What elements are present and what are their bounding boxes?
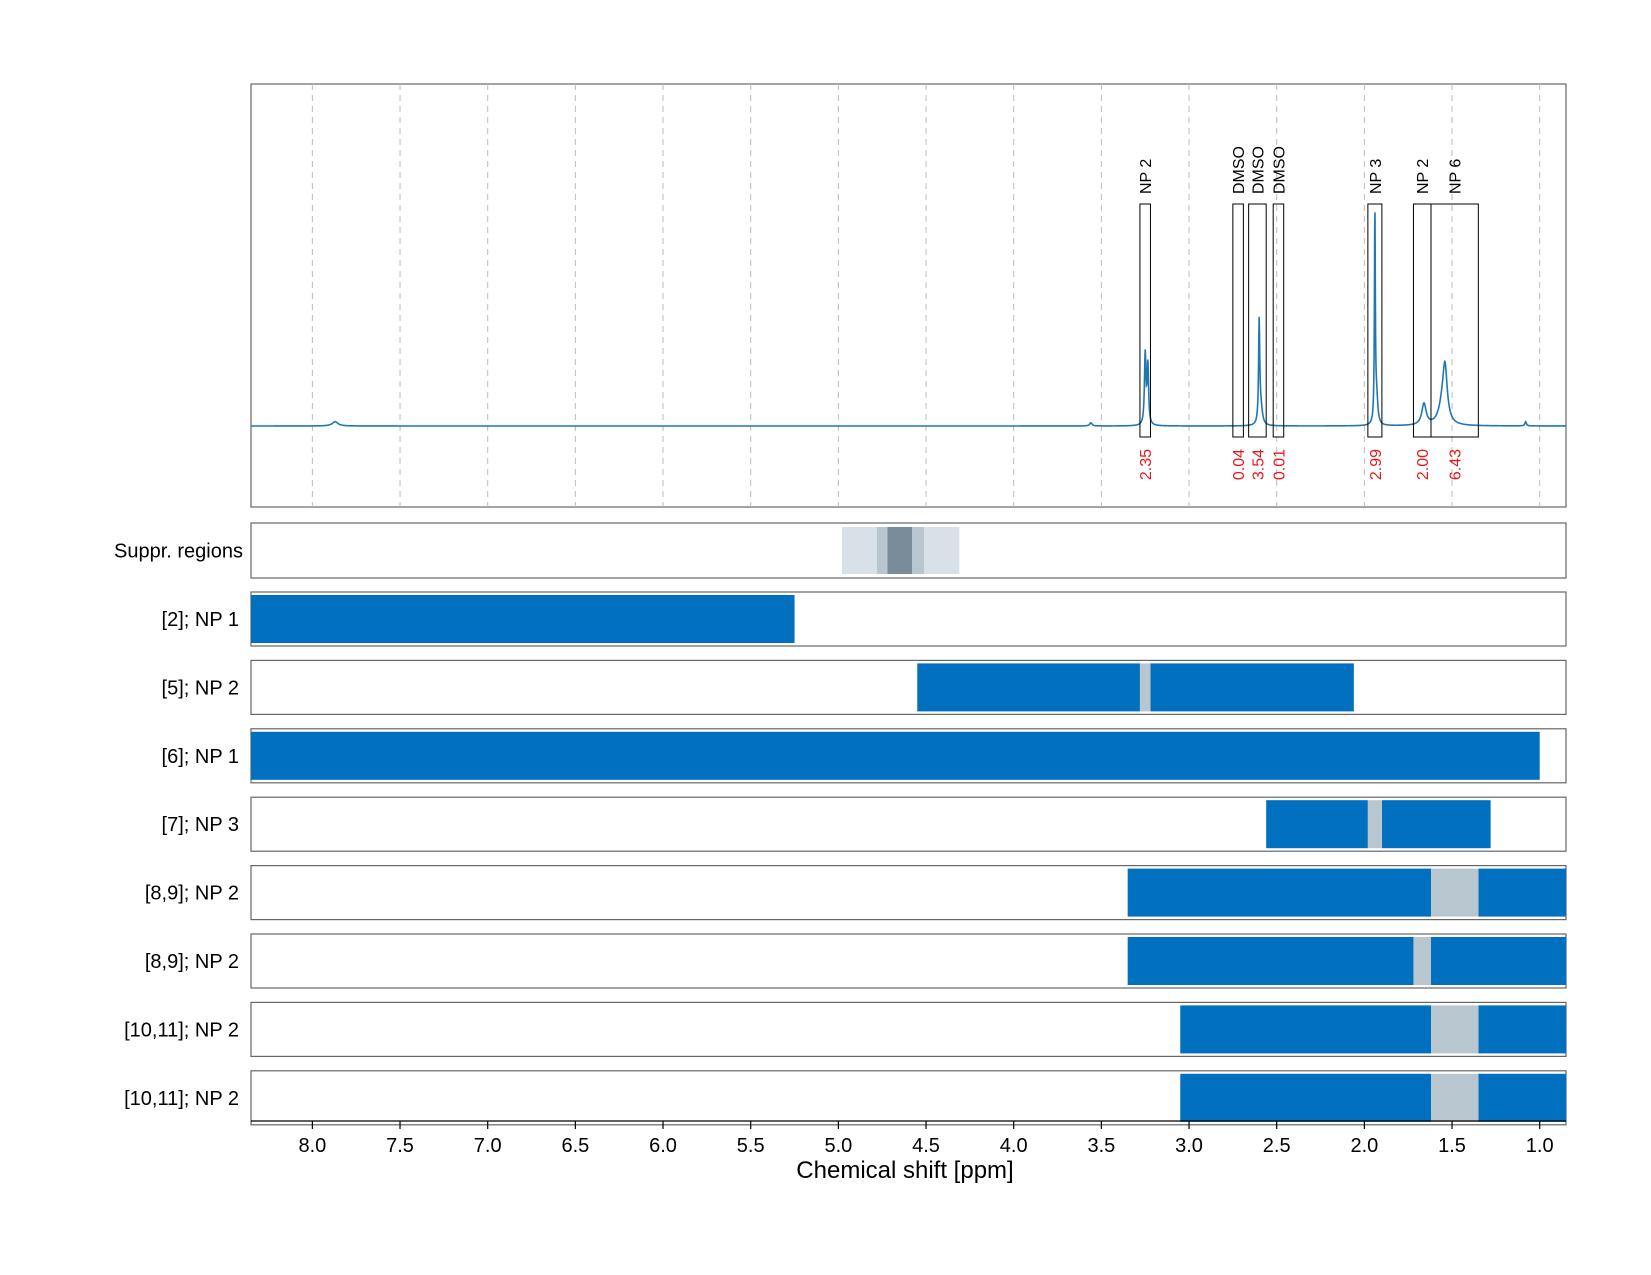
track-bar [917, 663, 1140, 712]
track-bar [1150, 663, 1354, 712]
track-bar [1430, 937, 1566, 985]
x-tick-label: 1.0 [1526, 1135, 1554, 1157]
track-label: [10,11]; NP 2 [124, 1019, 239, 1041]
track-label: [5]; NP 2 [162, 677, 239, 699]
x-tick-label: 1.5 [1438, 1135, 1466, 1157]
track-frame [250, 659, 1567, 716]
track-gap [1139, 663, 1151, 712]
suppression-region [924, 527, 960, 574]
track-label: [2]; NP 1 [162, 609, 239, 631]
annotation-box [1272, 203, 1285, 438]
track-gap [1413, 937, 1431, 985]
track-label: [10,11]; NP 2 [124, 1088, 239, 1110]
annotation-label: DMSO [1231, 146, 1248, 194]
annotation-label: DMSO [1250, 146, 1267, 194]
track-bar [1180, 1005, 1431, 1054]
track-label: [6]; NP 1 [162, 746, 239, 768]
x-tick-label: 6.0 [649, 1135, 677, 1157]
x-tick-label: 4.5 [912, 1135, 940, 1157]
suppression-region [876, 527, 888, 574]
integral-label: 6.43 [1448, 449, 1465, 480]
track: [10,11]; NP 2 [124, 1001, 1567, 1058]
integral-label: 2.00 [1415, 449, 1432, 480]
integral-label: 0.04 [1231, 449, 1248, 480]
annotation-label: NP 2 [1138, 159, 1155, 194]
track-bar [1381, 800, 1491, 849]
track-gap [1430, 1005, 1479, 1054]
annotation-box [1139, 203, 1151, 438]
suppression-region [887, 527, 913, 574]
track-bar [1180, 1073, 1431, 1122]
track: [7]; NP 3 [162, 796, 1567, 852]
annotation-label: NP 2 [1415, 159, 1432, 194]
track-gap [1430, 1073, 1479, 1122]
x-tick-label: 7.5 [386, 1135, 414, 1157]
track-bar [1266, 800, 1368, 849]
x-tick-label: 4.0 [1000, 1135, 1028, 1157]
track-bar [251, 731, 1540, 780]
annotation-box [1232, 203, 1244, 438]
x-tick-label: 5.5 [737, 1135, 765, 1157]
integral-label: 2.35 [1138, 449, 1155, 480]
spectrum-line [251, 212, 1566, 427]
annotation-label: NP 3 [1368, 159, 1385, 194]
x-tick-label: 2.5 [1263, 1135, 1291, 1157]
suppression-region [912, 527, 925, 574]
x-tick-label: 2.0 [1350, 1135, 1378, 1157]
integral-label: 0.01 [1271, 449, 1288, 480]
track: [5]; NP 2 [162, 659, 1567, 716]
track-bar [1478, 1005, 1566, 1054]
track: [6]; NP 1 [162, 728, 1567, 784]
annotation-box [1248, 203, 1267, 438]
x-tick-label: 5.0 [824, 1135, 852, 1157]
track-bar [1478, 868, 1566, 917]
x-tick-label: 7.0 [474, 1135, 502, 1157]
suppression-regions-panel: Suppr. regions [114, 522, 1567, 579]
x-tick-label: 3.5 [1087, 1135, 1115, 1157]
annotation-label: DMSO [1271, 146, 1288, 194]
track-bar [1127, 868, 1431, 917]
annotation-box [1367, 203, 1383, 438]
x-tick-label: 3.0 [1175, 1135, 1203, 1157]
track-gap [1367, 800, 1382, 849]
track-bar [1478, 1073, 1566, 1122]
x-tick-label: 6.5 [561, 1135, 589, 1157]
suppression-label: Suppr. regions [114, 541, 243, 563]
track-label: [7]; NP 3 [162, 814, 239, 836]
spectrum-frame [250, 83, 1567, 508]
track: [10,11]; NP 2 [124, 1070, 1567, 1126]
track-bar [1127, 937, 1414, 985]
track-label: [8,9]; NP 2 [145, 883, 239, 905]
track: [8,9]; NP 2 [145, 933, 1567, 989]
x-tick-label: 8.0 [298, 1135, 326, 1157]
integral-label: 2.99 [1368, 449, 1385, 480]
suppression-region [841, 527, 877, 574]
track: [2]; NP 1 [162, 591, 1567, 647]
track: [8,9]; NP 2 [145, 864, 1567, 921]
track-bar [251, 595, 795, 643]
track-gap [1430, 868, 1479, 917]
x-axis: 8.0 7.5 7.0 6.5 6.0 5.5 5.0 4.5 4.0 3.5 3.0 2.5 2.0 1… [251, 1120, 1566, 1157]
spectrum-panel: NP 2 2.35 DMSO 0.04 DMSO 3.54 DMSO 0.01 NP 3 2.99… [250, 83, 1567, 508]
integral-label: 3.54 [1250, 449, 1267, 480]
annotation-box [1430, 203, 1479, 438]
x-axis-label: Chemical shift [ppm] [796, 1157, 1013, 1184]
tracks-panel: [2]; NP 1 [5]; NP 2 [6]; NP 1 [7]; NP 3 [8,9… [124, 591, 1567, 1126]
track-label: [8,9]; NP 2 [145, 951, 239, 973]
annotation-label: NP 6 [1448, 159, 1465, 194]
